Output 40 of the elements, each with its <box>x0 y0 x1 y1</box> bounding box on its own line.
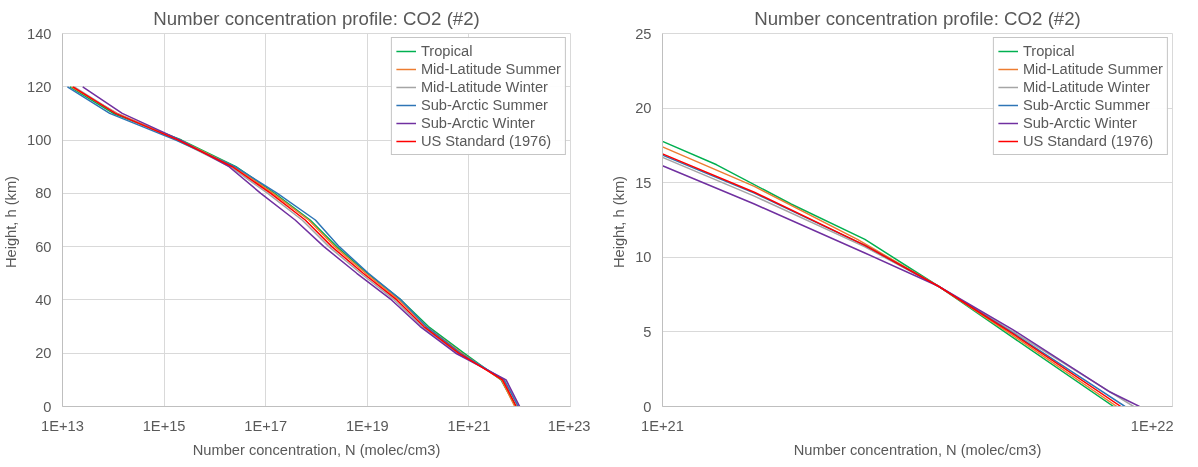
x-tick-label: 1E+13 <box>41 417 84 434</box>
legend-label: US Standard (1976) <box>420 132 552 150</box>
legend-label: Mid-Latitude Winter <box>1022 78 1150 96</box>
legend-label: Tropical <box>1022 42 1075 60</box>
legend-label: US Standard (1976) <box>1022 132 1154 150</box>
x-tick-label: 1E+15 <box>142 417 186 434</box>
y-tick-label: 120 <box>27 78 52 95</box>
y-tick-label: 100 <box>27 132 52 149</box>
y-tick-label: 20 <box>635 100 652 117</box>
y-tick-label: 80 <box>35 185 52 202</box>
y-axis-title: Height, h (km) <box>611 176 628 269</box>
legend-label: Mid-Latitude Winter <box>420 78 548 96</box>
y-tick-label: 15 <box>635 174 652 191</box>
x-tick-label: 1E+21 <box>641 417 684 434</box>
legend-label: Tropical <box>420 42 473 60</box>
y-tick-label: 20 <box>35 345 52 362</box>
legend-label: Sub-Arctic Winter <box>1022 114 1137 132</box>
y-tick-label: 10 <box>635 249 652 266</box>
legend-label: Sub-Arctic Summer <box>420 96 548 114</box>
x-tick-label: 1E+22 <box>1130 417 1174 434</box>
legend-label: Mid-Latitude Summer <box>1022 60 1163 78</box>
legend-label: Sub-Arctic Summer <box>1022 96 1150 114</box>
y-tick-label: 140 <box>27 25 52 42</box>
y-tick-label: 40 <box>35 291 52 308</box>
chart-title: Number concentration profile: CO2 (#2) <box>754 7 1081 29</box>
legend-label: Mid-Latitude Summer <box>420 60 561 78</box>
y-tick-label: 5 <box>643 323 652 340</box>
x-axis-title: Number concentration, N (molec/cm3) <box>192 441 441 458</box>
legend-label: Sub-Arctic Winter <box>420 114 535 132</box>
y-tick-label: 0 <box>643 398 652 415</box>
x-tick-label: 1E+19 <box>345 417 389 434</box>
y-axis-title: Height, h (km) <box>3 176 20 269</box>
x-tick-label: 1E+17 <box>244 417 288 434</box>
x-axis-title: Number concentration, N (molec/cm3) <box>793 441 1042 458</box>
y-tick-label: 0 <box>43 398 52 415</box>
y-tick-label: 25 <box>635 25 652 42</box>
x-tick-label: 1E+23 <box>547 417 591 434</box>
chart-title: Number concentration profile: CO2 (#2) <box>153 7 480 29</box>
x-tick-label: 1E+21 <box>447 417 491 434</box>
y-tick-label: 60 <box>35 238 52 255</box>
